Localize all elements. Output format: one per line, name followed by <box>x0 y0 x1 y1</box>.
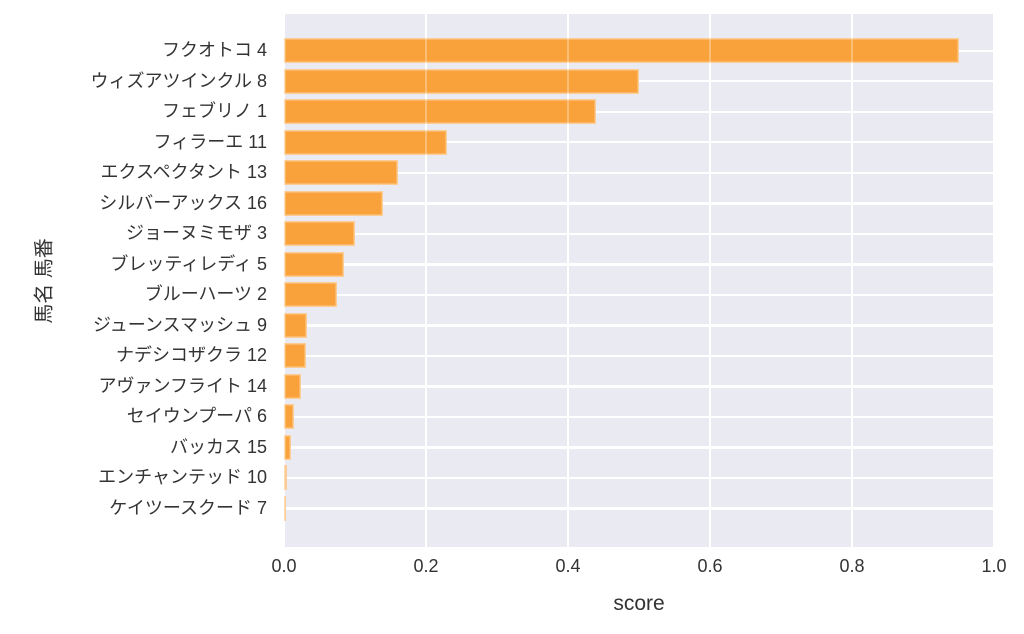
bar <box>284 160 398 186</box>
y-gridline <box>284 354 994 358</box>
bar <box>284 38 959 63</box>
plot-area <box>283 14 995 547</box>
y-gridline <box>284 476 994 480</box>
bar-row <box>284 99 994 125</box>
y-tick-label: ブレッティレディ 5 <box>110 253 267 274</box>
bar <box>284 465 287 491</box>
bar <box>284 129 448 155</box>
y-gridline <box>284 202 994 205</box>
bar <box>284 312 307 338</box>
y-tick-label: フクオトコ 4 <box>161 40 267 60</box>
x-tick-label: 0.4 <box>555 556 581 576</box>
y-tick-label: セイウンプーパ 6 <box>126 406 267 427</box>
bar-row <box>284 282 994 308</box>
y-gridline <box>284 415 994 419</box>
x-axis-label: score <box>613 592 665 615</box>
y-gridline <box>284 293 994 297</box>
y-gridline <box>284 80 994 83</box>
x-tick-label: 0.0 <box>271 556 297 576</box>
y-tick-label: ケイツースクード 7 <box>109 497 267 518</box>
y-tick-label: バッカス 15 <box>169 436 267 457</box>
x-gridline <box>425 14 427 547</box>
bar <box>284 282 338 308</box>
y-tick-label: エンチャンテッド 10 <box>98 467 267 488</box>
x-tick-label: 0.6 <box>697 556 723 576</box>
bar-row <box>284 38 994 63</box>
gridlines-below <box>283 14 995 547</box>
y-tick-label: ジョーヌミモザ 3 <box>125 223 267 244</box>
y-gridline <box>284 385 994 388</box>
y-gridline <box>284 263 994 266</box>
bar-row <box>284 251 994 277</box>
y-gridline <box>284 232 994 236</box>
bar <box>284 221 355 247</box>
bar <box>284 343 306 369</box>
bar <box>284 99 597 125</box>
y-gridline <box>284 507 994 510</box>
bar-row <box>284 434 994 460</box>
x-gridline <box>283 14 285 547</box>
bar-row <box>284 190 994 216</box>
bar <box>284 373 302 399</box>
y-gridline <box>284 110 994 113</box>
y-tick-label: ウィズアツインクル 8 <box>90 70 267 91</box>
bar-row <box>284 160 994 186</box>
bar <box>284 251 345 277</box>
y-tick-label: シルバーアックス 16 <box>99 192 267 213</box>
y-tick-label: エクスペクタント 13 <box>100 162 267 183</box>
y-tick-label: ナデシコザクラ 12 <box>115 345 267 366</box>
bar-row <box>284 68 994 94</box>
bar-row <box>284 465 994 491</box>
bar <box>284 404 294 430</box>
bar-row <box>284 312 994 338</box>
bar <box>284 434 292 460</box>
bar <box>284 495 286 521</box>
y-gridline <box>284 446 994 449</box>
y-gridline <box>284 141 994 144</box>
y-tick-label: フィラーエ 11 <box>153 131 267 152</box>
bar-row <box>284 373 994 399</box>
x-tick-label: 0.8 <box>839 556 865 576</box>
bar-row <box>284 221 994 247</box>
y-gridline <box>284 324 994 327</box>
y-tick-label: フェブリノ 1 <box>161 101 267 122</box>
y-tick-labels: フクオトコ 4 ウィズアツインクル 8 フェブリノ 1 フィラーエ 11 エクスペクタン… <box>0 38 276 521</box>
y-gridline <box>284 171 994 175</box>
x-gridline <box>993 14 995 547</box>
x-gridline <box>851 14 853 547</box>
y-tick-label: ブルーハーツ 2 <box>144 284 267 305</box>
x-gridline <box>567 14 569 547</box>
bar-row <box>284 404 994 430</box>
x-tick-labels: 0.0 0.2 0.4 0.6 0.8 1.0 <box>271 556 1006 580</box>
x-tick-label: 0.2 <box>413 556 439 576</box>
bar-row <box>284 343 994 369</box>
y-tick-label: ジューンスマッシュ 9 <box>93 314 267 335</box>
bar <box>284 68 639 94</box>
x-tick-label: 1.0 <box>981 556 1007 576</box>
bar-row <box>284 495 994 521</box>
x-gridline <box>709 14 711 547</box>
bar-row <box>284 129 994 155</box>
y-tick-label: アヴァンフライト 14 <box>98 375 267 396</box>
bars <box>284 38 994 521</box>
bar <box>284 190 384 216</box>
